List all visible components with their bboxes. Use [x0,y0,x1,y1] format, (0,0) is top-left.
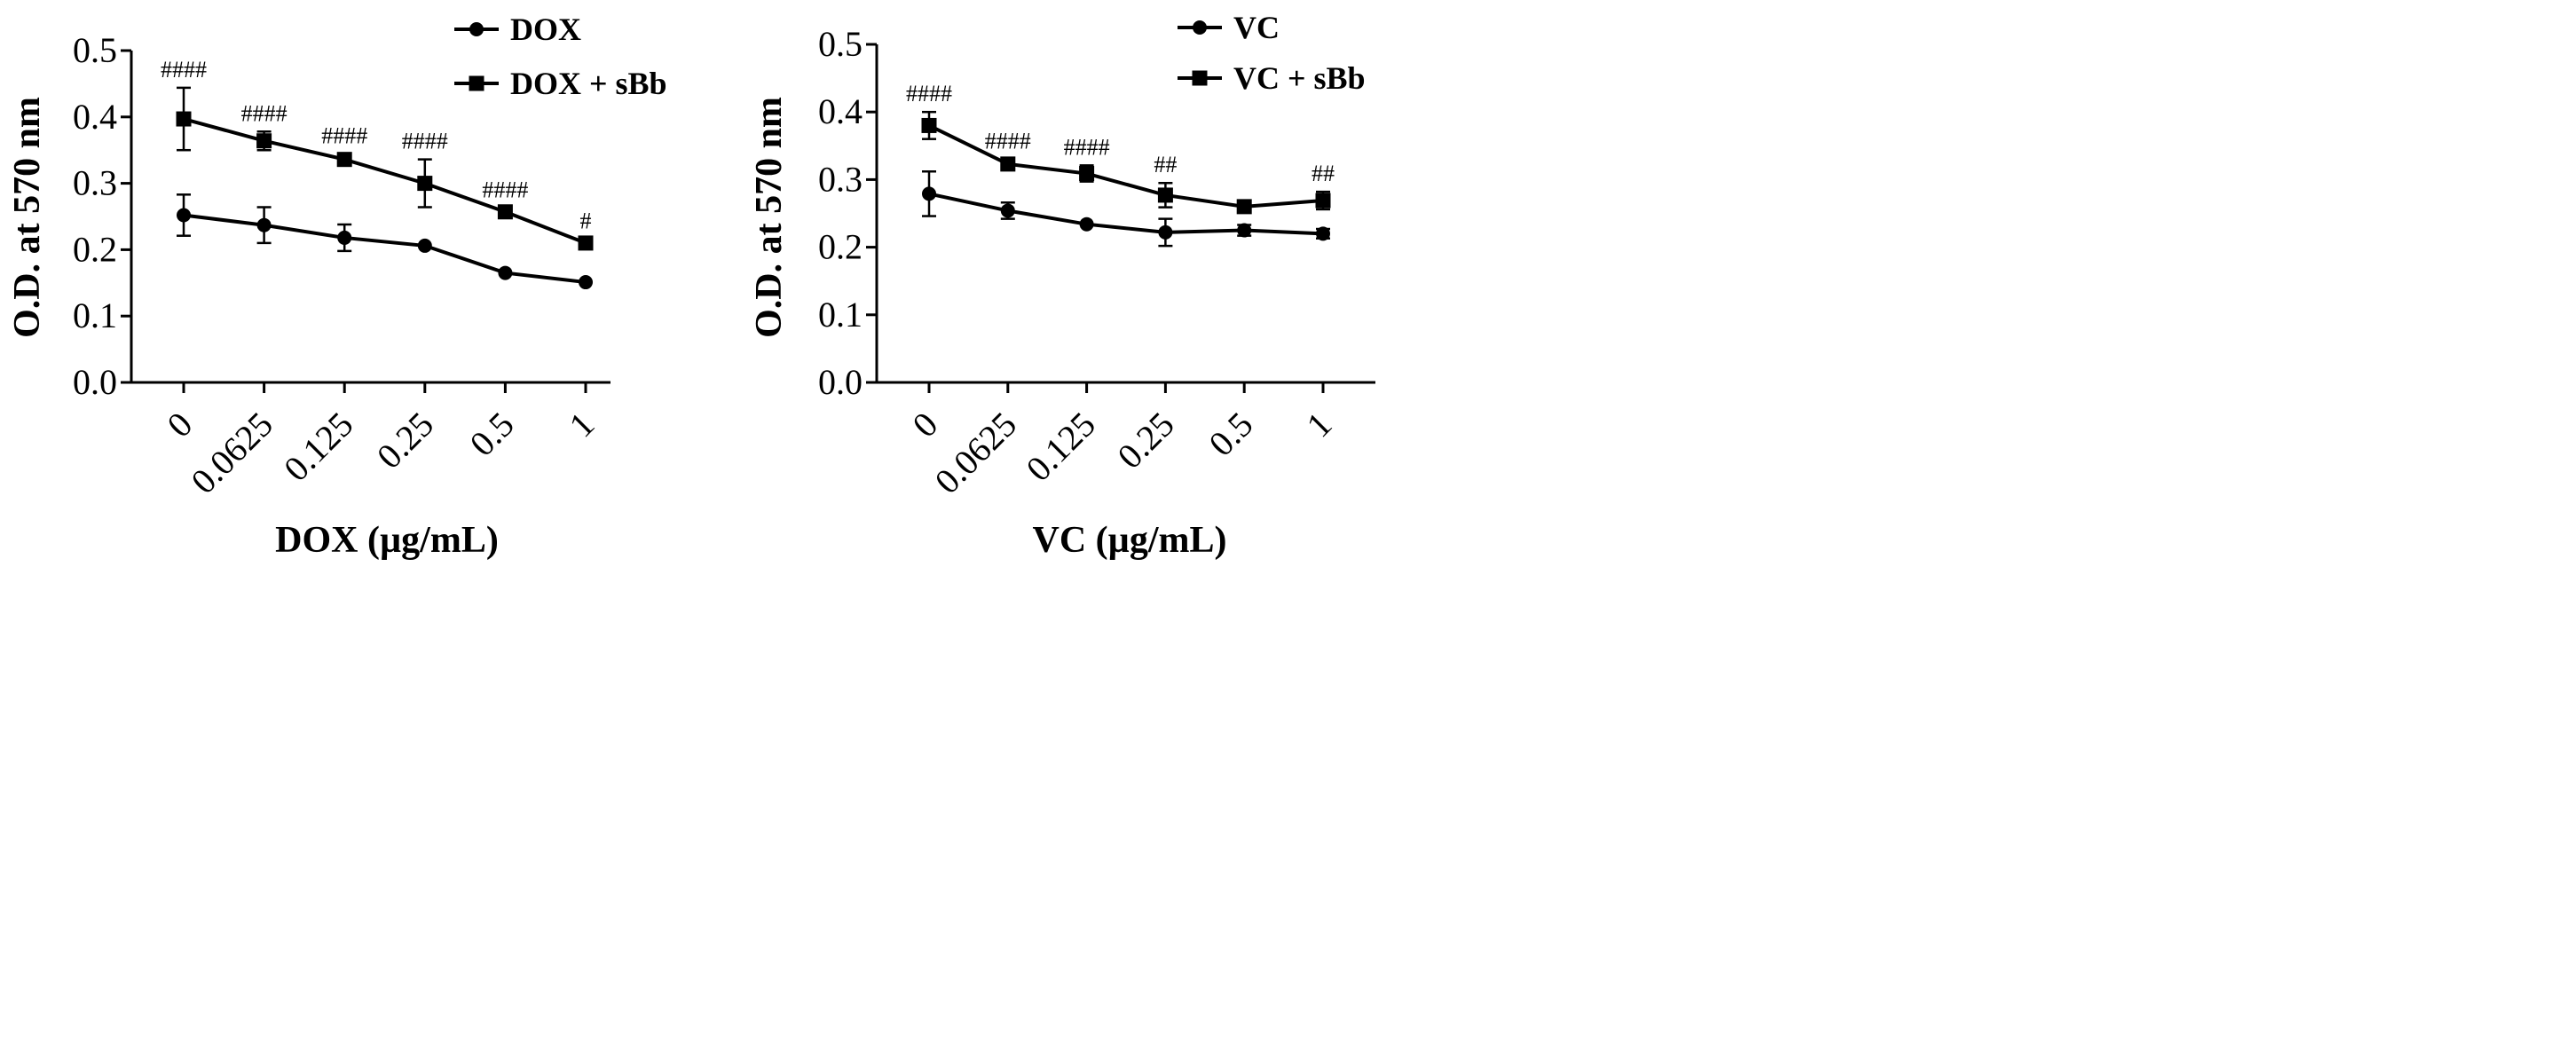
data-point-circle [417,238,432,253]
y-axis-label: O.D. at 570 nm [749,97,790,338]
x-axis-label: DOX (µg/mL) [275,520,499,561]
data-point-square [921,117,937,133]
data-point-circle [579,275,593,290]
data-point-circle [337,230,352,245]
significance-annotation: #### [906,81,952,106]
significance-annotation: #### [402,129,448,154]
x-tick-label: 0.5 [462,405,522,464]
series-line-sbb [928,123,1324,209]
legend-marker-square [1192,70,1208,86]
data-point-circle [1079,216,1094,232]
y-tick-label: 0.3 [818,159,863,199]
legend-marker-circle [1193,20,1207,35]
y-tick-label: 0.5 [73,30,117,70]
data-point-square [1000,156,1016,172]
series-line-plain [183,213,587,285]
data-point-circle [256,217,272,232]
y-tick-label: 0.3 [73,163,117,203]
data-point-square [1157,187,1173,203]
significance-annotation: #### [241,100,288,126]
series-line-plain [928,192,1324,236]
x-tick-label: 0.125 [1019,405,1103,489]
y-tick-label: 0.1 [73,295,117,335]
data-point-circle [177,208,191,223]
y-tick-label: 0.2 [73,229,117,269]
significance-annotation: #### [985,129,1031,154]
data-point-square [256,133,272,149]
legend-label: VC + sBb [1233,60,1366,96]
data-point-circle [1316,226,1330,241]
data-point-circle [922,186,936,201]
significance-annotation: #### [482,177,528,202]
chart-panel-dox: O.D. at 570 nm DOX (µg/mL) 0.0 0.1 0.2 0.3 0… [7,12,667,561]
x-tick-label: 0.25 [1109,405,1181,476]
data-point-circle [1000,203,1015,218]
significance-annotation: ## [1312,161,1335,186]
data-point-circle [1237,223,1252,238]
legend-marker-square [469,75,484,91]
legend-marker-circle [469,22,484,36]
data-point-square [1236,199,1252,215]
legend-label: DOX [510,12,581,47]
data-point-square [176,111,192,127]
x-tick-label: 0.25 [369,405,441,476]
significance-annotation: #### [1064,134,1110,160]
data-point-square [578,235,594,251]
significance-annotation: #### [161,57,207,83]
x-tick-label: 0 [159,405,200,445]
x-tick-label: 0 [904,405,945,445]
significance-annotation: # [580,208,592,233]
y-tick-label: 0.4 [73,97,117,137]
data-point-square [417,176,433,192]
x-tick-label: 0.5 [1201,405,1260,464]
x-tick-label: 0.0625 [183,405,280,502]
data-point-square [1315,193,1331,209]
series-line-sbb [183,117,587,245]
significance-annotation: #### [321,123,367,149]
x-tick-label: 1 [1298,405,1339,445]
data-point-circle [498,265,513,280]
y-tick-label: 0.2 [818,227,863,267]
data-point-square [336,152,352,168]
x-axis-label: VC (µg/mL) [1032,520,1226,561]
data-point-square [1079,166,1095,182]
legend-label: VC [1233,10,1280,45]
y-tick-label: 0.1 [818,295,863,335]
legend-label: DOX + sBb [510,66,667,101]
data-point-square [497,204,513,220]
x-tick-label: 0.125 [276,405,360,489]
x-tick-label: 0.0625 [927,405,1025,502]
figure-canvas: O.D. at 570 nm DOX (µg/mL) 0.0 0.1 0.2 0.3 0… [7,10,1375,561]
chart-panel-vc: O.D. at 570 nm VC (µg/mL) 0.0 0.1 0.2 0.3 0.… [749,10,1375,561]
data-point-circle [1158,224,1173,240]
y-tick-label: 0.0 [818,362,863,402]
y-tick-label: 0.5 [818,24,863,64]
x-tick-label: 1 [561,405,602,445]
significance-annotation: ## [1154,152,1177,177]
y-tick-label: 0.0 [73,362,117,402]
y-axis-label: O.D. at 570 nm [7,97,48,338]
y-tick-label: 0.4 [818,91,863,131]
